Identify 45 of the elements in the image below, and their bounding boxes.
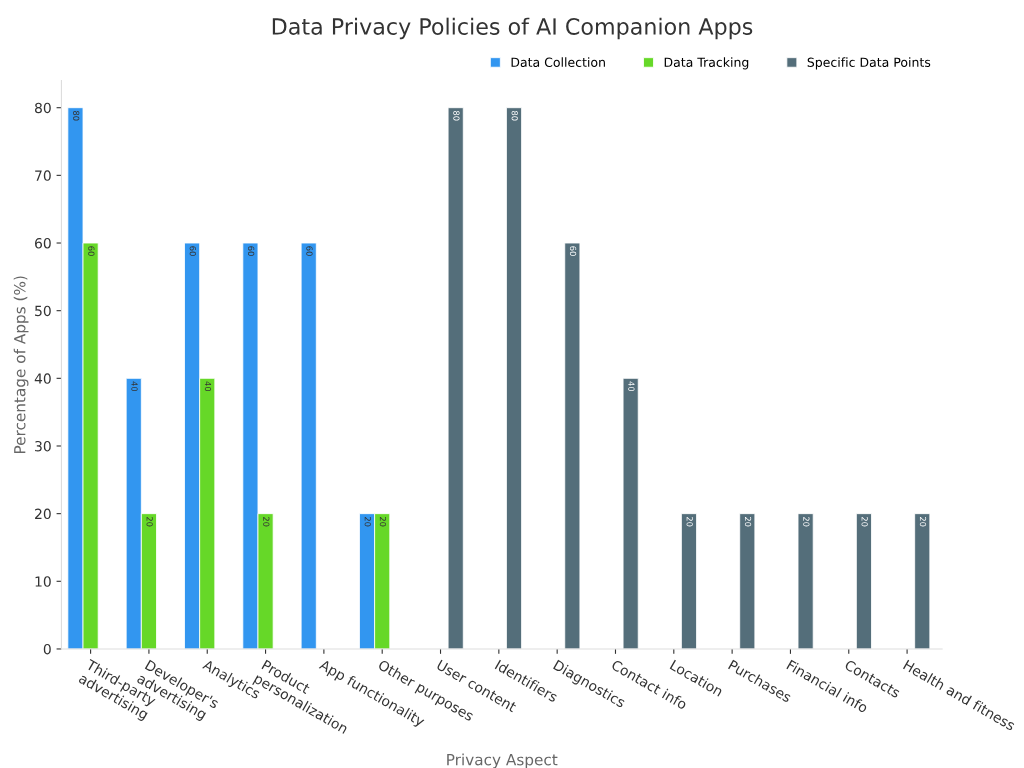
y-axis-title: Percentage of Apps (%) <box>13 276 29 454</box>
data-label: 20 <box>861 516 868 527</box>
legend-label: Data Collection <box>511 57 605 67</box>
data-label: 60 <box>247 246 255 256</box>
bar <box>855 513 872 649</box>
legend-label: Data Tracking <box>664 57 749 70</box>
y-tick-label: 80 <box>34 102 51 114</box>
data-label: 40 <box>131 381 138 392</box>
data-label: 40 <box>204 381 212 392</box>
bar <box>300 242 317 649</box>
bar <box>680 513 697 649</box>
y-tick-label: 60 <box>35 237 51 249</box>
data-label: 20 <box>146 516 153 527</box>
bar <box>797 513 814 649</box>
y-tick-label: 40 <box>34 373 51 384</box>
data-label: 80 <box>511 110 518 121</box>
bar <box>914 513 931 649</box>
data-label: 60 <box>189 246 196 256</box>
data-label: 20 <box>744 516 752 527</box>
data-label: 20 <box>364 516 371 527</box>
bar <box>447 107 464 649</box>
data-label: 20 <box>686 516 693 527</box>
legend-label: Specific Data Points <box>807 57 931 70</box>
x-axis-title: Privacy Aspect <box>447 753 558 768</box>
y-tick-label: 30 <box>35 440 51 452</box>
y-tick-label: 20 <box>35 508 51 520</box>
bar <box>739 513 756 649</box>
data-label: 20 <box>803 516 810 527</box>
data-label: 40 <box>628 381 635 392</box>
y-tick-label: 10 <box>35 576 51 587</box>
y-tick-label: 0 <box>43 643 51 655</box>
data-label: 20 <box>263 516 270 527</box>
y-tick-label: 50 <box>35 305 51 317</box>
data-label: 60 <box>569 246 577 256</box>
data-label: 60 <box>88 246 95 256</box>
chart-title: Data Privacy Policies of AI Companion Apps <box>272 17 753 40</box>
data-label: 20 <box>919 516 927 527</box>
data-label: 80 <box>73 110 80 121</box>
bar <box>564 242 581 649</box>
data-label: 60 <box>306 246 313 256</box>
data-label: 80 <box>453 110 460 121</box>
y-tick-label: 70 <box>35 170 51 181</box>
bar <box>506 107 523 649</box>
data-label: 20 <box>379 516 387 527</box>
bar <box>622 377 639 649</box>
